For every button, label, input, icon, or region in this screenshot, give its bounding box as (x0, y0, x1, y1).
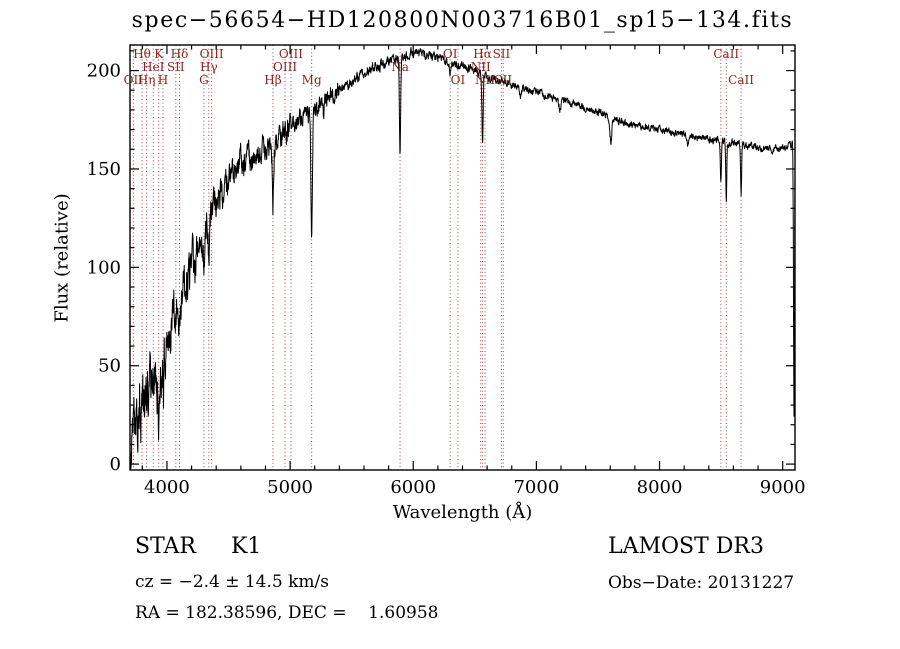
spectral-line-label: Hθ (133, 47, 151, 61)
spectral-line-label: OIII (279, 47, 303, 61)
spectral-line-label: Hβ (264, 73, 281, 87)
cz-velocity-label: cz = −2.4 ± 14.5 km/s (135, 572, 329, 592)
y-tick-label: 0 (110, 454, 121, 475)
spectrum-curve (129, 46, 796, 469)
spectral-line-label: G (199, 73, 209, 87)
spectral-line-label: NII (475, 73, 495, 87)
plot-border (129, 44, 796, 471)
x-tick-label: 9000 (760, 477, 806, 498)
ra-dec-label: RA = 182.38596, DEC = 1.60958 (135, 603, 439, 623)
x-axis-label: Wavelength (Å) (392, 502, 533, 523)
spectral-line-label: SII (494, 73, 512, 87)
spectral-line-label: HeI (142, 60, 165, 74)
obs-date-label: Obs−Date: 20131227 (608, 573, 795, 593)
x-tick-label: 4000 (144, 477, 190, 498)
object-class-label: STAR K1 (135, 534, 262, 559)
spectral-line-label: OII (124, 73, 144, 87)
spectral-line-label: NII (471, 60, 491, 74)
spectral-line-label: Mg (302, 73, 322, 87)
spectral-line-label: OIII (273, 60, 297, 74)
x-tick-label: 8000 (637, 477, 683, 498)
spectral-line-label: Hγ (200, 60, 218, 74)
y-tick-label: 50 (98, 356, 121, 377)
x-tick-label: 7000 (513, 477, 559, 498)
spectral-line-label: OIII (200, 47, 224, 61)
y-tick-label: 200 (87, 61, 121, 82)
spectral-line-label: Hη (138, 73, 156, 87)
spectral-line-label: CaII (713, 47, 739, 61)
y-tick-label: 150 (87, 159, 121, 180)
spectral-line-label: SII (493, 47, 511, 61)
spectral-line-label: SII (167, 60, 185, 74)
spectral-line-label: OI (451, 73, 466, 87)
spectral-line-label: H (158, 73, 168, 87)
x-tick-label: 5000 (267, 477, 313, 498)
y-axis-label: Flux (relative) (51, 193, 73, 323)
spectral-line-label: OI (443, 47, 458, 61)
spectral-line-label: Hδ (171, 47, 189, 61)
spectral-line-label: Na (391, 60, 409, 74)
figure-title: spec−56654−HD120800N003716B01_sp15−134.f… (131, 8, 794, 33)
spectral-line-label: Hα (473, 47, 492, 61)
y-tick-label: 100 (87, 257, 121, 278)
spectral-line-label: CaII (728, 73, 754, 87)
spectral-line-label: K (154, 47, 164, 61)
x-tick-label: 6000 (390, 477, 436, 498)
survey-release-label: LAMOST DR3 (608, 534, 764, 559)
